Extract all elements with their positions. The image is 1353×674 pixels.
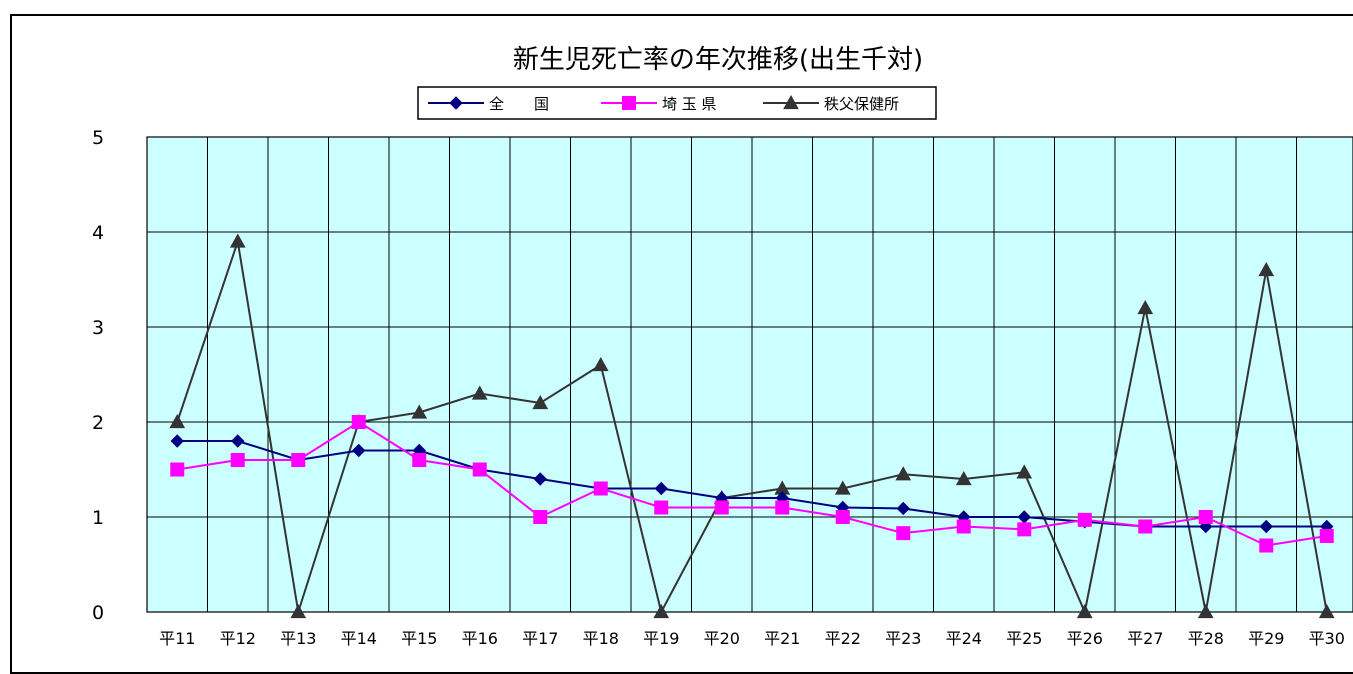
y-tick-label: 1 (92, 507, 104, 529)
series-layer (169, 233, 1335, 619)
x-tick-label: 平21 (764, 629, 800, 648)
series-2-point (1258, 261, 1275, 277)
x-tick-label: 平12 (220, 629, 256, 648)
series-1-point (1077, 512, 1092, 527)
legend-label-2: 秩父保健所 (824, 95, 899, 113)
series-1-point (896, 526, 911, 541)
x-tick-label: 平22 (825, 629, 861, 648)
series-1-point (230, 453, 245, 467)
x-tick-label: 平30 (1309, 629, 1345, 648)
series-1-point (1198, 510, 1213, 524)
series-2-point (411, 404, 428, 419)
x-tick-label: 平28 (1188, 629, 1224, 648)
series-1-point (1138, 519, 1153, 534)
series-2-point (955, 470, 972, 486)
series-2-point (1318, 603, 1335, 619)
series-2-point (471, 385, 488, 400)
x-tick-label: 平17 (522, 629, 558, 648)
series-1-point (775, 500, 790, 515)
x-tick-label: 平20 (704, 629, 740, 648)
legend-item-2: 秩父保健所 (763, 94, 899, 113)
x-tick-label: 平11 (159, 629, 195, 648)
legend-item-0: 全 国 (428, 95, 549, 113)
series-1-point (412, 453, 427, 467)
x-tick-label: 平26 (1067, 629, 1103, 648)
x-tick-label: 平23 (885, 629, 921, 648)
series-2-point (592, 356, 609, 372)
series-1-point (291, 453, 306, 467)
y-tick-label: 4 (92, 222, 104, 244)
x-tick-label: 平13 (280, 629, 316, 648)
series-1-point (1017, 522, 1032, 537)
series-2-point (834, 480, 851, 495)
legend-marker-2 (783, 94, 799, 110)
chart-svg: 新生児死亡率の年次推移(出生千対) 全 国 埼 玉 県 秩父保健所 0 1 2 3 4 5 平… (92, 45, 1353, 648)
series-0-point (1259, 519, 1273, 534)
x-axis-ticks: 平11 平12 平13 平14 平15 平16 平17 平18 平19 平20 平21 平22 平23 平… (159, 629, 1345, 648)
legend-marker-0 (449, 96, 463, 110)
series-1-point (170, 462, 185, 477)
series-0-point (231, 434, 245, 448)
x-tick-label: 平24 (946, 629, 982, 648)
series-2-point (290, 603, 307, 619)
x-tick-label: 平27 (1127, 629, 1163, 648)
series-1-point (593, 481, 608, 496)
series-2 (169, 233, 1335, 619)
series-1-point (533, 510, 548, 524)
legend-label-1: 埼 玉 県 (662, 95, 717, 113)
legend-marker-1 (622, 96, 636, 110)
series-1 (170, 415, 1334, 553)
y-tick-label: 3 (92, 317, 104, 339)
series-2-point (532, 394, 549, 410)
series-1-point (956, 519, 971, 534)
x-tick-label: 平16 (462, 629, 498, 648)
series-2-point (1076, 603, 1093, 619)
series-2-point (169, 413, 186, 429)
series-line-1 (177, 420, 1327, 547)
legend-box (417, 86, 937, 120)
series-2-point (895, 466, 912, 481)
legend-item-1: 埼 玉 県 (601, 95, 717, 113)
y-axis-ticks: 0 1 2 3 4 5 (92, 127, 104, 624)
series-2-point (1016, 464, 1033, 479)
series-1-point (835, 510, 850, 524)
y-tick-label: 2 (92, 412, 104, 434)
x-tick-label: 平14 (341, 629, 377, 648)
series-2-point (1197, 603, 1214, 619)
series-1-point (1259, 538, 1274, 553)
series-1-point (351, 415, 366, 429)
x-tick-label: 平15 (401, 629, 437, 648)
series-1-point (472, 462, 487, 477)
series-0-point (533, 472, 547, 486)
series-0-point (170, 434, 184, 448)
y-tick-label: 0 (92, 602, 104, 624)
chart-title: 新生児死亡率の年次推移(出生千対) (513, 45, 923, 75)
x-tick-label: 平25 (1006, 629, 1042, 648)
vertical-gridlines (207, 137, 1297, 612)
x-tick-label: 平29 (1248, 629, 1284, 648)
series-1-point (1319, 529, 1334, 543)
legend-label-0: 全 国 (489, 95, 549, 113)
plot-border (146, 136, 1353, 613)
series-0-point (654, 481, 668, 496)
legend: 全 国 埼 玉 県 秩父保健所 (417, 86, 937, 120)
series-1-point (714, 500, 729, 515)
x-tick-label: 平18 (583, 629, 619, 648)
plot-area (146, 136, 1353, 613)
plot-background (147, 137, 1353, 612)
series-line-2 (176, 241, 1328, 616)
series-0-point (352, 443, 366, 458)
series-2-point (1137, 299, 1154, 315)
x-tick-label: 平19 (643, 629, 679, 648)
series-2-point (653, 603, 670, 619)
series-2-point (229, 233, 246, 248)
y-tick-label: 5 (92, 127, 104, 149)
series-1-point (654, 500, 669, 515)
series-0-point (896, 501, 910, 516)
